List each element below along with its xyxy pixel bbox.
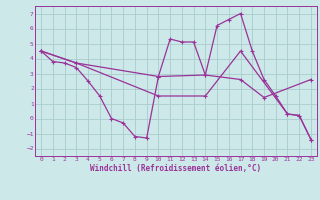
X-axis label: Windchill (Refroidissement éolien,°C): Windchill (Refroidissement éolien,°C) [91,164,261,173]
